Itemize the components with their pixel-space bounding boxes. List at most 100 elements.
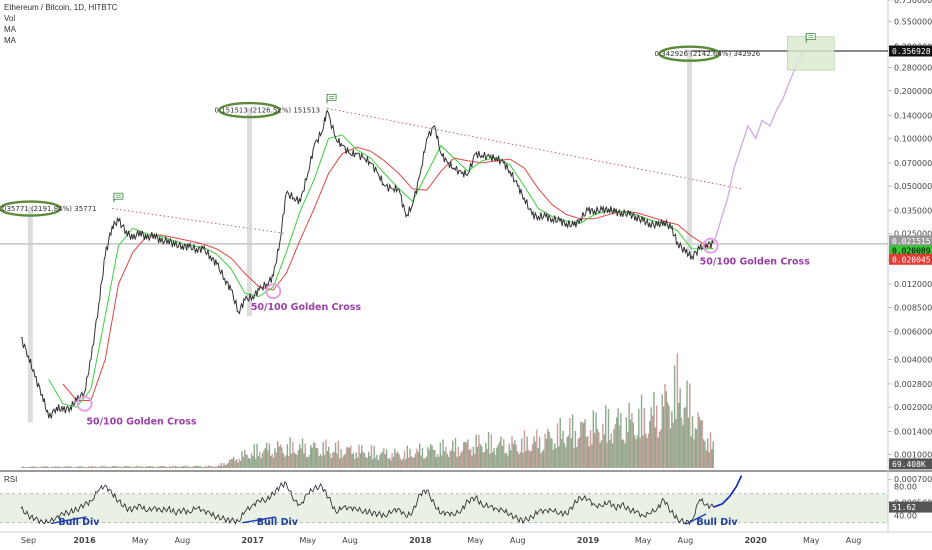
volume-bar	[490, 434, 493, 468]
rsi-band	[0, 493, 888, 523]
volume-bar	[141, 466, 144, 468]
volume-bar	[235, 459, 238, 468]
volume-bar	[181, 465, 184, 468]
volume-bar	[515, 444, 517, 468]
indicator-ma-2[interactable]: MA	[4, 36, 16, 45]
volume-bar	[111, 466, 114, 468]
volume-bar	[628, 402, 630, 468]
volume-bar	[68, 467, 71, 468]
y-tick-label: 0.140000	[894, 111, 932, 120]
volume-bar	[414, 453, 417, 468]
volume-bar	[432, 449, 435, 468]
volume-bar	[489, 453, 491, 468]
volume-bar	[165, 466, 167, 468]
volume-bar	[124, 465, 126, 468]
trendline-1	[112, 208, 287, 234]
indicator-vol[interactable]: Vol	[4, 14, 16, 23]
volume-bar	[86, 467, 89, 468]
y-tick-label: 0.008500	[894, 304, 932, 313]
volume-bar	[73, 467, 75, 468]
volume-bar	[405, 459, 407, 468]
volume-bar	[367, 451, 370, 468]
price-line	[20, 109, 714, 419]
volume-bar	[424, 458, 426, 468]
volume-bar	[278, 446, 280, 468]
rsi-tick-label: 80.00	[894, 483, 917, 492]
volume-bar	[705, 450, 708, 468]
volume-bar	[512, 443, 515, 468]
volume-bar	[119, 467, 122, 468]
volume-bar	[482, 452, 484, 468]
volume-bar	[114, 466, 116, 468]
y-tick-label: 0.012000	[894, 280, 932, 289]
volume-bar	[581, 422, 583, 468]
rsi-badge	[889, 501, 932, 513]
volume-bar	[704, 441, 706, 468]
volume-bar	[544, 433, 546, 468]
volume-bar	[373, 446, 375, 468]
volume-bar	[254, 458, 257, 468]
volume-bar	[265, 442, 268, 468]
volume-bar	[453, 451, 455, 468]
volume-bar	[115, 465, 118, 468]
volume-bar	[525, 450, 527, 468]
volume-bar	[698, 416, 701, 468]
volume-bar	[190, 466, 192, 468]
volume-bar	[509, 450, 512, 468]
volume-bar	[147, 466, 149, 468]
volume-bar	[683, 407, 685, 468]
golden-cross-circle	[265, 283, 282, 300]
flag-cloth	[326, 93, 337, 101]
volume-bar	[452, 440, 454, 468]
volume-bar	[78, 466, 80, 468]
volume-bar	[104, 467, 107, 468]
volume-bar	[384, 454, 386, 468]
volume-bar	[644, 433, 647, 468]
volume-bar	[286, 444, 289, 468]
volume-bar	[456, 456, 458, 468]
volume-bar	[381, 451, 384, 468]
volume-bar	[231, 459, 233, 468]
volume-bar	[206, 466, 209, 468]
measure-label: 0.151513 (2126.52%) 151513	[214, 107, 320, 115]
volume-bar	[325, 439, 327, 468]
volume-bar	[662, 406, 665, 468]
volume-bar	[374, 457, 377, 468]
indicator-ma-1[interactable]: MA	[4, 25, 16, 34]
volume-bar	[170, 467, 173, 468]
x-tick-label: Aug	[846, 536, 862, 545]
golden-cross-label: 50/100 Golden Cross	[86, 417, 197, 428]
volume-bar	[308, 455, 311, 468]
volume-bar	[281, 447, 283, 468]
symbol-title[interactable]: Ethereum / Bitcoin, 1D, HITBTC	[4, 3, 118, 12]
volume-bar	[234, 460, 236, 468]
volume-bar	[406, 445, 408, 468]
volume-bar	[409, 448, 411, 468]
volume-bar	[464, 441, 466, 468]
volume-bar	[501, 445, 504, 468]
volume-bar	[475, 434, 477, 468]
volume-bar	[122, 467, 125, 468]
volume-bar	[570, 438, 572, 468]
volume-bar	[93, 466, 96, 468]
volume-bar	[656, 405, 658, 468]
volume-bar	[385, 449, 388, 468]
rsi-panel-label[interactable]: RSI	[4, 475, 18, 484]
volume-bar	[450, 450, 453, 468]
volume-bar	[442, 439, 444, 468]
volume-bar	[577, 439, 579, 468]
volume-bar	[294, 453, 297, 468]
volume-bar	[676, 353, 679, 468]
volume-bar	[602, 423, 604, 468]
volume-bar	[661, 394, 663, 468]
volume-bar	[230, 459, 232, 468]
volume-bar	[522, 452, 524, 468]
volume-bar	[443, 451, 446, 468]
volume-bar	[187, 465, 189, 468]
volume-bar	[161, 466, 163, 468]
volume-bar	[560, 438, 563, 468]
x-tick-label: Aug	[678, 536, 694, 545]
volume-bar	[220, 463, 222, 468]
volume-bar	[179, 466, 181, 468]
